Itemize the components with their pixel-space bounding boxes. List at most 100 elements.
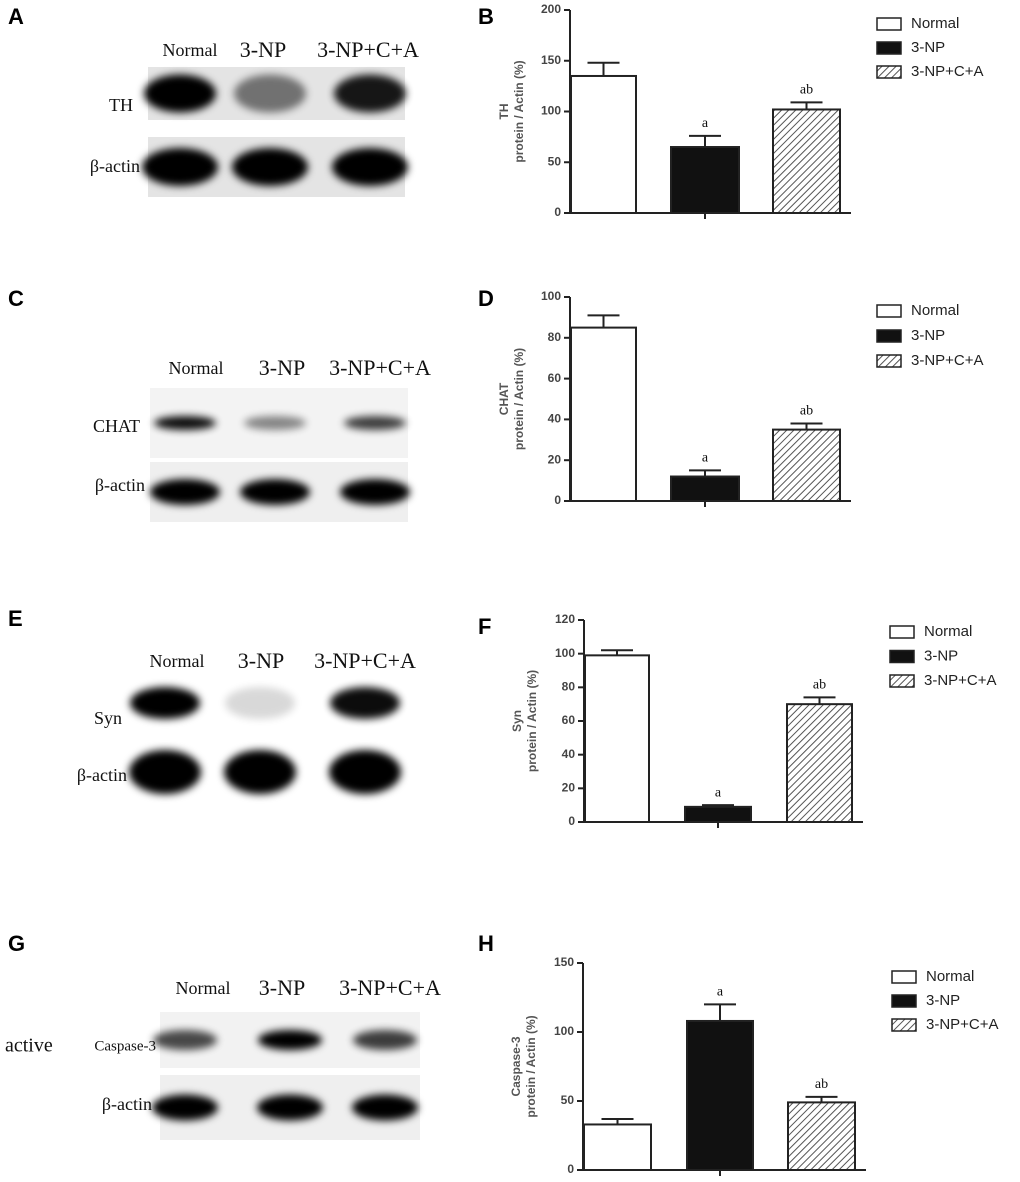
lane-label: 3-NP+C+A — [329, 355, 431, 380]
panel-letter: C — [8, 286, 24, 311]
panel-letter: E — [8, 606, 23, 631]
row-label: β-actin — [77, 765, 127, 785]
legend-swatch — [891, 970, 917, 984]
panel-letter: H — [478, 931, 494, 956]
y-tick-label: 80 — [548, 330, 562, 344]
y-axis-label: CHAT — [497, 382, 511, 415]
blot-band — [244, 416, 306, 430]
panel-letter: G — [8, 931, 25, 956]
lane-label: 3-NP+C+A — [317, 37, 419, 62]
row-label: β-actin — [90, 156, 140, 176]
y-tick-label: 100 — [554, 1024, 574, 1038]
row-prefix: active — [5, 1035, 53, 1057]
bar-annotation: a — [702, 451, 709, 466]
y-tick-label: 0 — [567, 1162, 574, 1176]
blot-band — [329, 750, 401, 794]
lane-label: 3-NP — [238, 648, 284, 673]
bar-annotation: a — [715, 785, 722, 800]
legend-swatch — [876, 17, 902, 31]
bar-annotation: a — [702, 116, 709, 131]
y-tick-label: 20 — [562, 781, 576, 795]
blot-band — [344, 416, 406, 430]
y-tick-label: 50 — [561, 1093, 575, 1107]
blot-band — [353, 1030, 417, 1050]
blot-band — [340, 479, 410, 505]
blot-band — [154, 416, 216, 430]
blot-band — [130, 687, 200, 719]
legend-swatch — [876, 65, 902, 79]
y-tick-label: 50 — [548, 154, 562, 168]
bar — [584, 654, 650, 823]
bar — [787, 1101, 856, 1172]
y-tick-label: 150 — [541, 53, 561, 67]
blot-band — [153, 1030, 217, 1050]
bar-annotation: ab — [813, 678, 826, 693]
blot-band — [234, 74, 306, 113]
blot-band — [142, 148, 218, 186]
blot-band — [352, 1094, 418, 1121]
y-tick-label: 40 — [548, 412, 562, 426]
blot-band — [258, 1030, 322, 1050]
y-tick-label: 80 — [562, 680, 576, 694]
legend-label: 3-NP — [911, 327, 945, 344]
lane-label: 3-NP+C+A — [314, 648, 416, 673]
lane-label: Normal — [169, 358, 224, 378]
lane-label: 3-NP+C+A — [339, 975, 441, 1000]
lane-label: 3-NP — [259, 355, 305, 380]
legend-swatch — [889, 674, 915, 688]
bar — [686, 1019, 754, 1172]
row-label: Syn — [94, 708, 122, 728]
y-axis-label: protein / Actin (%) — [512, 348, 526, 450]
row-label: Caspase-3 — [94, 1038, 156, 1054]
legend-label: Normal — [926, 968, 974, 985]
lane-label: Normal — [163, 40, 218, 60]
y-tick-label: 60 — [548, 371, 562, 385]
legend-swatch — [876, 329, 902, 343]
blot-band — [240, 479, 310, 505]
bar-annotation: ab — [800, 83, 813, 98]
legend-swatch — [876, 304, 902, 318]
y-tick-label: 0 — [568, 814, 575, 828]
legend-label: 3-NP — [924, 647, 958, 664]
legend-label: 3-NP+C+A — [911, 352, 984, 369]
legend-label: 3-NP+C+A — [911, 63, 984, 80]
y-tick-label: 40 — [562, 747, 576, 761]
bar — [583, 1123, 652, 1171]
blot-band — [224, 750, 296, 794]
y-axis-label: protein / Actin (%) — [525, 670, 539, 772]
y-axis-label: Caspase-3 — [509, 1036, 523, 1096]
panel-letter: B — [478, 4, 494, 29]
panel-letter: A — [8, 4, 24, 29]
bar — [772, 428, 841, 503]
y-tick-label: 20 — [548, 452, 562, 466]
bar — [772, 108, 841, 214]
blot-band — [152, 1094, 218, 1121]
legend-label: 3-NP — [911, 39, 945, 56]
row-label: β-actin — [102, 1094, 152, 1114]
y-axis-label: TH — [497, 104, 511, 120]
blot-band — [144, 74, 216, 113]
blot-band — [330, 687, 400, 719]
y-tick-label: 100 — [541, 289, 561, 303]
legend-swatch — [891, 1018, 917, 1032]
bar — [570, 326, 637, 502]
lane-label: 3-NP — [240, 37, 286, 62]
legend-swatch — [889, 649, 915, 664]
row-label: β-actin — [95, 475, 145, 495]
bar-annotation: a — [717, 985, 724, 1000]
blot-band — [150, 479, 220, 505]
y-tick-label: 0 — [554, 205, 561, 219]
bar — [670, 475, 740, 502]
legend-swatch — [876, 354, 902, 368]
lane-label: Normal — [176, 978, 231, 998]
legend-swatch — [889, 625, 915, 639]
legend-label: Normal — [911, 15, 959, 32]
panel-letter: F — [478, 614, 491, 639]
y-axis-label: protein / Actin (%) — [512, 60, 526, 162]
legend-label: 3-NP — [926, 992, 960, 1009]
legend-label: 3-NP+C+A — [924, 672, 997, 689]
row-label: TH — [109, 95, 133, 115]
bar-annotation: ab — [800, 404, 813, 419]
y-tick-label: 100 — [555, 646, 575, 660]
